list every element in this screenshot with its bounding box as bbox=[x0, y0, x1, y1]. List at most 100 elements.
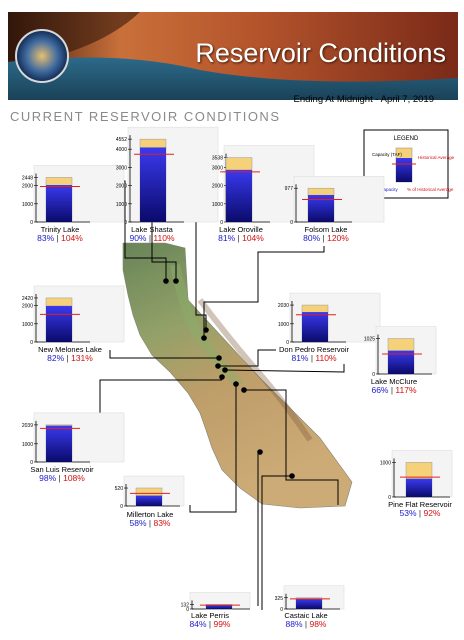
reservoir-percentages: 58% | 83% bbox=[130, 518, 171, 528]
leader-line-castaic-lake bbox=[261, 475, 292, 610]
leader-line-folsom-lake bbox=[203, 246, 325, 338]
reservoir-percentages: 82% | 131% bbox=[47, 353, 93, 363]
separator: | bbox=[308, 353, 315, 363]
pct-capacity: 83% bbox=[37, 233, 54, 243]
tick-label: 0 bbox=[220, 220, 223, 226]
pct-historical: 120% bbox=[327, 233, 349, 243]
reservoir-percentages: 66% | 117% bbox=[371, 385, 417, 395]
pct-capacity: 53% bbox=[400, 508, 417, 518]
pct-historical: 117% bbox=[395, 385, 417, 395]
tick-label: 0 bbox=[30, 220, 33, 226]
leader-line-lake-oroville bbox=[195, 222, 207, 330]
separator: | bbox=[207, 619, 214, 629]
tick-label: 1000 bbox=[278, 322, 289, 328]
leader-line-don-pedro-reservoir bbox=[218, 349, 276, 367]
reservoir-name: Don Pedro Reservoir bbox=[279, 345, 350, 354]
header-banner bbox=[8, 12, 458, 100]
pct-capacity: 90% bbox=[129, 233, 146, 243]
location-dot-don-pedro-reservoir bbox=[215, 363, 221, 369]
reservoir-name: Trinity Lake bbox=[41, 225, 80, 234]
tick-label: 0 bbox=[124, 220, 127, 226]
location-dot-lake-mcclure bbox=[222, 367, 228, 373]
tick-label: 2000 bbox=[212, 184, 223, 190]
pct-capacity: 80% bbox=[303, 233, 320, 243]
separator: | bbox=[146, 233, 153, 243]
pct-capacity: 58% bbox=[130, 518, 147, 528]
pct-historical: 110% bbox=[315, 353, 337, 363]
location-dot-san-luis-reservoir bbox=[219, 374, 225, 380]
location-dot-lake-perris bbox=[257, 449, 263, 455]
dwr-seal-icon bbox=[15, 29, 69, 83]
pct-historical: 92% bbox=[423, 508, 440, 518]
leader-line-pine-flat-reservoir bbox=[244, 389, 339, 505]
location-dot-trinity-lake bbox=[163, 278, 169, 284]
tick-label: 1000 bbox=[212, 202, 223, 208]
pct-historical: 110% bbox=[153, 233, 175, 243]
pct-historical: 83% bbox=[153, 518, 170, 528]
legend-capacity-label: Capacity (TAF) bbox=[372, 152, 402, 157]
reservoir-name: Lake McClure bbox=[371, 377, 417, 386]
pct-historical: 131% bbox=[71, 353, 93, 363]
pct-capacity: 81% bbox=[291, 353, 308, 363]
reservoir-percentages: 81% | 110% bbox=[291, 353, 337, 363]
header: Reservoir Conditions bbox=[8, 12, 458, 100]
pct-historical: 108% bbox=[63, 473, 85, 483]
location-dot-millerton-lake bbox=[233, 381, 239, 387]
reservoir-name: Castaic Lake bbox=[284, 611, 327, 620]
separator: | bbox=[64, 353, 71, 363]
reservoir-name: Millerton Lake bbox=[127, 510, 174, 519]
pct-capacity: 98% bbox=[39, 473, 56, 483]
pct-historical: 104% bbox=[61, 233, 83, 243]
tick-label: 0 bbox=[280, 607, 283, 613]
reservoir-percentages: 80% | 120% bbox=[303, 233, 349, 243]
storage-bar bbox=[226, 169, 252, 222]
separator: | bbox=[235, 233, 242, 243]
section-title: CURRENT RESERVOIR CONDITIONS bbox=[10, 109, 281, 124]
tick-label: 0 bbox=[120, 504, 123, 510]
tick-label: 1025 bbox=[364, 337, 375, 343]
reservoir-name: New Melones Lake bbox=[38, 345, 102, 354]
tick-label: 3000 bbox=[116, 165, 127, 171]
legend-storage-bar bbox=[396, 158, 412, 182]
storage-bar bbox=[296, 599, 322, 609]
tick-label: 3538 bbox=[212, 156, 223, 162]
reservoir-percentages: 53% | 92% bbox=[400, 508, 441, 518]
storage-bar bbox=[46, 185, 72, 222]
storage-bar bbox=[302, 312, 328, 342]
legend-pct-capacity-label: % of Capacity bbox=[370, 187, 399, 192]
tick-label: 0 bbox=[388, 495, 391, 501]
pct-capacity: 82% bbox=[47, 353, 64, 363]
reservoir-percentages: 83% | 104% bbox=[37, 233, 83, 243]
tick-label: 1000 bbox=[22, 322, 33, 328]
location-dot-new-melones-lake bbox=[216, 355, 222, 361]
reservoir-name: San Luis Reservoir bbox=[30, 465, 94, 474]
tick-label: 0 bbox=[290, 220, 293, 226]
tick-label: 2030 bbox=[278, 303, 289, 309]
storage-bar bbox=[46, 305, 72, 342]
california-map bbox=[122, 242, 353, 509]
tick-label: 132 bbox=[181, 602, 190, 608]
separator: | bbox=[147, 518, 154, 528]
leader-line-san-luis-reservoir bbox=[99, 379, 222, 420]
reservoir-name: Folsom Lake bbox=[305, 225, 348, 234]
reservoir-percentages: 88% | 98% bbox=[286, 619, 327, 629]
separator: | bbox=[388, 385, 395, 395]
reservoir-percentages: 90% | 110% bbox=[129, 233, 175, 243]
reservoir-name: Pine Flat Reservoir bbox=[388, 500, 452, 509]
storage-bar bbox=[46, 425, 72, 462]
location-dot-castaic-lake bbox=[289, 473, 295, 479]
tick-label: 2420 bbox=[22, 296, 33, 302]
leader-line-new-melones-lake bbox=[109, 350, 219, 359]
separator: | bbox=[417, 508, 424, 518]
location-dot-folsom-lake bbox=[201, 335, 207, 341]
page-title: Reservoir Conditions bbox=[195, 38, 446, 68]
